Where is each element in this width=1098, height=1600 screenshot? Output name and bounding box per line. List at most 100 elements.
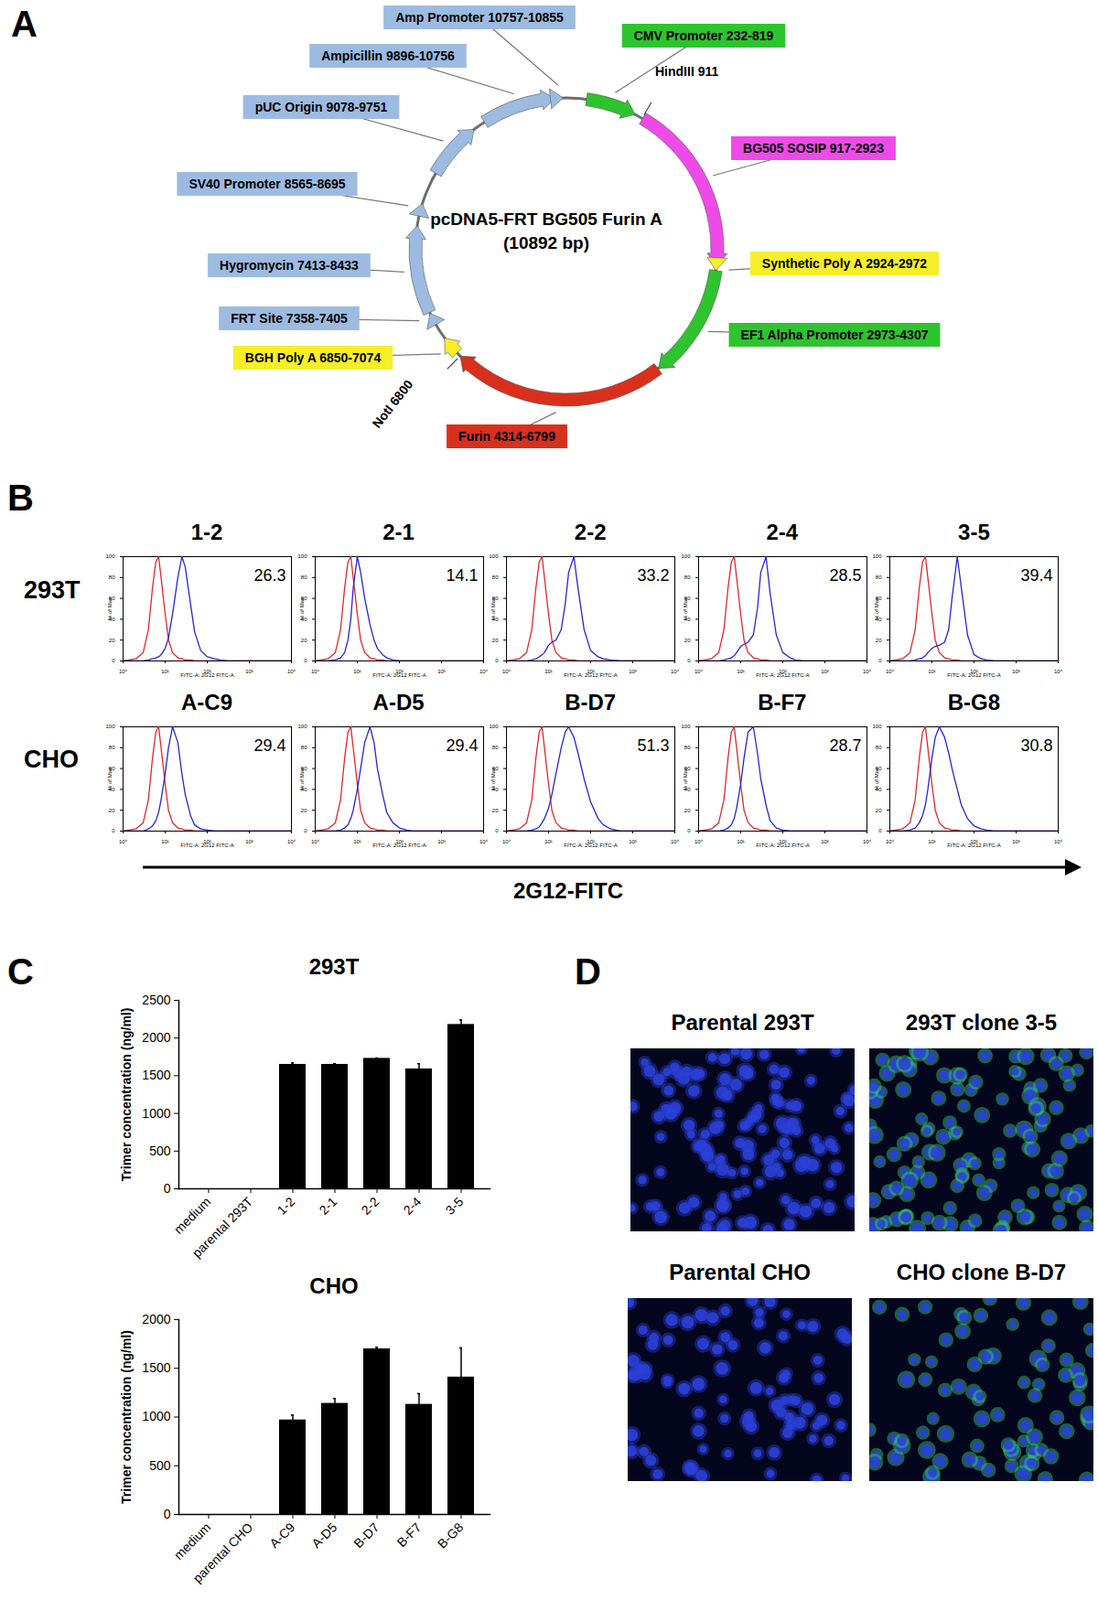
svg-text:10⁴: 10⁴: [1054, 668, 1064, 675]
svg-text:% of Max: % of Max: [107, 767, 113, 791]
svg-text:100: 100: [872, 553, 883, 560]
svg-text:80: 80: [492, 574, 499, 581]
svg-text:10¹: 10¹: [161, 839, 170, 845]
svg-text:A-D5: A-D5: [308, 1519, 340, 1551]
svg-text:10¹: 10¹: [736, 668, 745, 675]
svg-text:10⁰: 10⁰: [694, 668, 704, 675]
svg-text:Hygromycin 7413-8433: Hygromycin 7413-8433: [219, 258, 359, 273]
svg-text:10¹: 10¹: [544, 668, 553, 675]
svg-text:FITC-A: 2G12 FITC-A: FITC-A: 2G12 FITC-A: [372, 672, 426, 679]
svg-text:BG505 SOSIP 917-2923: BG505 SOSIP 917-2923: [742, 140, 884, 156]
svg-text:3-5: 3-5: [442, 1194, 467, 1218]
svg-text:FITC-A: 2G12 FITC-A: FITC-A: 2G12 FITC-A: [564, 842, 618, 849]
svg-text:10³: 10³: [1012, 668, 1022, 675]
svg-text:(10892 bp): (10892 bp): [503, 233, 590, 253]
svg-text:B-G8: B-G8: [434, 1519, 467, 1552]
svg-text:parental CHO: parental CHO: [189, 1519, 256, 1586]
svg-text:Ampicillin 9896-10756: Ampicillin 9896-10756: [321, 48, 455, 64]
svg-text:2-1: 2-1: [316, 1194, 341, 1218]
svg-text:medium: medium: [171, 1519, 215, 1563]
svg-text:% of Max: % of Max: [298, 597, 304, 621]
svg-text:10¹: 10¹: [544, 839, 553, 845]
svg-text:SV40 Promoter 8565-8695: SV40 Promoter 8565-8695: [188, 176, 345, 192]
svg-text:28.5: 28.5: [828, 566, 862, 585]
svg-text:% of Max: % of Max: [873, 767, 880, 791]
svg-text:1000: 1000: [141, 1106, 171, 1121]
svg-text:10⁰: 10⁰: [118, 668, 129, 675]
svg-text:80: 80: [684, 744, 691, 751]
svg-text:0: 0: [879, 828, 883, 834]
svg-text:33.2: 33.2: [637, 566, 670, 585]
svg-text:CMV Promoter 232-819: CMV Promoter 232-819: [634, 28, 775, 44]
svg-text:NotI 6800: NotI 6800: [368, 376, 416, 431]
svg-text:10⁴: 10⁴: [670, 668, 680, 675]
svg-text:20: 20: [684, 807, 691, 814]
svg-text:20: 20: [492, 807, 499, 814]
svg-text:80: 80: [300, 744, 307, 751]
svg-text:10⁰: 10⁰: [502, 839, 512, 845]
svg-text:FITC-A: 2G12 FITC-A: FITC-A: 2G12 FITC-A: [755, 672, 809, 679]
svg-text:10³: 10³: [437, 668, 446, 675]
svg-text:10⁰: 10⁰: [502, 668, 512, 675]
svg-text:A-C9: A-C9: [266, 1519, 298, 1551]
svg-text:10⁰: 10⁰: [311, 668, 321, 675]
svg-text:0: 0: [303, 828, 308, 834]
svg-text:80: 80: [875, 574, 883, 581]
svg-text:2-4: 2-4: [400, 1194, 425, 1218]
svg-text:39.4: 39.4: [1021, 566, 1054, 585]
svg-text:Furin 4314-6799: Furin 4314-6799: [458, 429, 556, 444]
svg-text:0: 0: [163, 1181, 172, 1196]
svg-text:10⁴: 10⁴: [670, 839, 680, 845]
svg-text:100: 100: [489, 723, 500, 730]
svg-text:28.7: 28.7: [828, 736, 862, 755]
svg-text:29.4: 29.4: [253, 736, 286, 755]
svg-text:2500: 2500: [141, 992, 171, 1008]
svg-text:FITC-A: 2G12 FITC-A: FITC-A: 2G12 FITC-A: [180, 842, 234, 849]
svg-text:10⁴: 10⁴: [478, 839, 488, 845]
svg-text:10⁴: 10⁴: [287, 839, 297, 845]
svg-text:2-2: 2-2: [358, 1194, 383, 1218]
svg-text:B-D7: B-D7: [350, 1519, 382, 1551]
svg-text:100: 100: [297, 553, 308, 560]
svg-text:29.4: 29.4: [445, 736, 478, 755]
svg-text:parental 293T: parental 293T: [189, 1194, 257, 1261]
svg-text:10⁰: 10⁰: [885, 839, 895, 845]
svg-text:26.3: 26.3: [253, 566, 286, 585]
svg-text:Synthetic Poly A 2924-2972: Synthetic Poly A 2924-2972: [762, 256, 927, 271]
svg-text:20: 20: [684, 637, 691, 644]
svg-text:10⁴: 10⁴: [478, 668, 488, 675]
svg-text:100: 100: [297, 723, 308, 730]
svg-text:% of Max: % of Max: [490, 767, 496, 791]
svg-text:100: 100: [489, 553, 500, 560]
svg-text:1-2: 1-2: [274, 1194, 299, 1218]
svg-text:% of Max: % of Max: [298, 767, 304, 791]
svg-text:FRT Site 7358-7405: FRT Site 7358-7405: [230, 311, 348, 326]
svg-text:Trimer concentration (ng/ml): Trimer concentration (ng/ml): [118, 1330, 134, 1505]
svg-text:0: 0: [687, 828, 691, 834]
svg-text:% of Max: % of Max: [873, 597, 880, 621]
svg-text:10³: 10³: [820, 668, 829, 675]
svg-text:% of Max: % of Max: [682, 767, 689, 791]
svg-text:FITC-A: 2G12 FITC-A: FITC-A: 2G12 FITC-A: [755, 842, 809, 849]
svg-text:80: 80: [684, 574, 691, 581]
svg-text:30.8: 30.8: [1021, 736, 1054, 755]
svg-text:10⁰: 10⁰: [885, 668, 895, 675]
svg-text:20: 20: [108, 637, 116, 644]
svg-text:B-F7: B-F7: [394, 1519, 425, 1551]
svg-text:pUC Origin 9078-9751: pUC Origin 9078-9751: [255, 99, 388, 115]
svg-text:% of Max: % of Max: [490, 597, 496, 621]
svg-text:EF1 Alpha Promoter 2973-4307: EF1 Alpha Promoter 2973-4307: [741, 327, 929, 343]
svg-text:10³: 10³: [820, 839, 829, 845]
svg-text:10¹: 10¹: [353, 668, 362, 675]
svg-text:medium: medium: [171, 1194, 215, 1238]
svg-text:500: 500: [149, 1458, 172, 1474]
svg-text:20: 20: [492, 637, 499, 644]
svg-text:80: 80: [108, 574, 116, 581]
svg-text:10⁴: 10⁴: [287, 668, 297, 675]
svg-text:FITC-A: 2G12 FITC-A: FITC-A: 2G12 FITC-A: [372, 842, 426, 849]
svg-text:Amp Promoter 10757-10855: Amp Promoter 10757-10855: [395, 10, 564, 25]
svg-text:100: 100: [105, 553, 116, 560]
svg-text:0: 0: [303, 657, 308, 664]
svg-text:% of Max: % of Max: [107, 597, 113, 621]
svg-text:20: 20: [875, 807, 883, 814]
